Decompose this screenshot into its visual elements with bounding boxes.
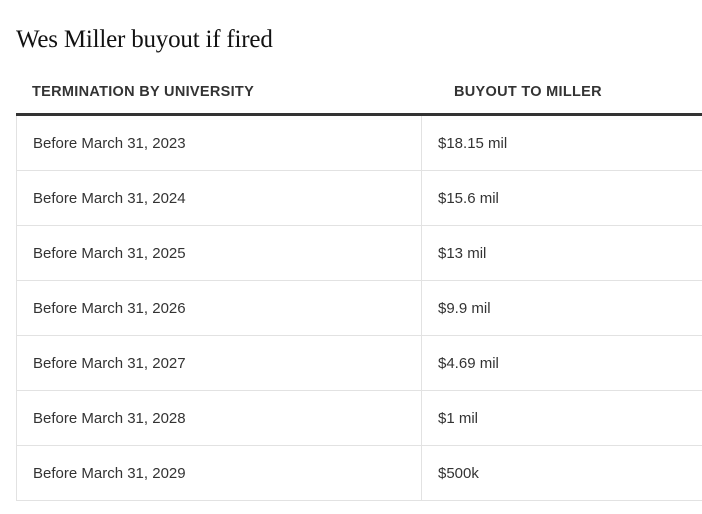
table-row: Before March 31, 2023 $18.15 mil [16, 116, 702, 171]
table-header: TERMINATION BY UNIVERSITY BUYOUT TO MILL… [16, 70, 702, 116]
buyout-cell: $13 mil [438, 244, 487, 262]
buyout-table: TERMINATION BY UNIVERSITY BUYOUT TO MILL… [16, 70, 702, 501]
buyout-cell: $4.69 mil [438, 354, 499, 372]
column-header-buyout: BUYOUT TO MILLER [454, 83, 602, 100]
termination-cell: Before March 31, 2025 [16, 226, 422, 280]
buyout-cell: $15.6 mil [438, 189, 499, 207]
termination-cell: Before March 31, 2024 [16, 171, 422, 225]
buyout-cell: $1 mil [438, 409, 479, 427]
termination-cell: Before March 31, 2026 [16, 281, 422, 335]
buyout-cell: $18.15 mil [438, 134, 508, 152]
table-title: Wes Miller buyout if fired [16, 26, 273, 53]
table-row: Before March 31, 2025 $13 mil [16, 226, 702, 281]
termination-cell: Before March 31, 2023 [16, 116, 422, 170]
table-row: Before March 31, 2027 $4.69 mil [16, 336, 702, 391]
termination-cell: Before March 31, 2028 [16, 391, 422, 445]
termination-cell: Before March 31, 2027 [16, 336, 422, 390]
table-row: Before March 31, 2024 $15.6 mil [16, 171, 702, 226]
buyout-cell: $500k [438, 464, 479, 482]
table-row: Before March 31, 2028 $1 mil [16, 391, 702, 446]
termination-cell: Before March 31, 2029 [16, 446, 422, 500]
buyout-cell: $9.9 mil [438, 299, 491, 317]
table-row: Before March 31, 2029 $500k [16, 446, 702, 501]
column-header-termination: TERMINATION BY UNIVERSITY [32, 83, 255, 100]
table-row: Before March 31, 2026 $9.9 mil [16, 281, 702, 336]
